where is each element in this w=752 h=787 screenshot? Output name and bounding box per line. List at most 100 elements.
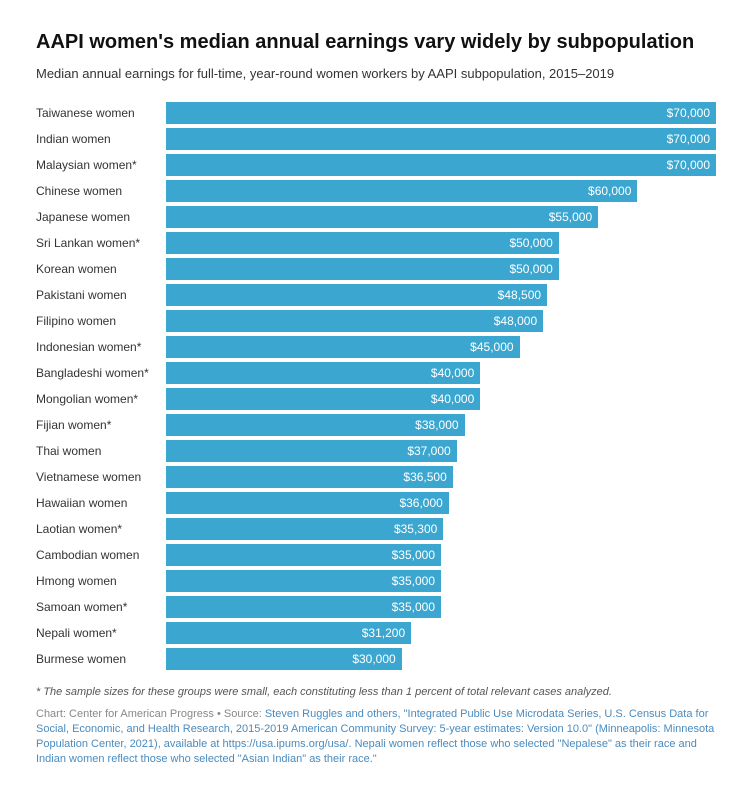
chart-row: Burmese women $30,000 xyxy=(36,647,716,671)
category-label: Indonesian women* xyxy=(36,340,166,354)
category-label: Taiwanese women xyxy=(36,106,166,120)
bar-track: $70,000 xyxy=(166,102,716,124)
bar: $50,000 xyxy=(166,258,559,280)
chart-title: AAPI women's median annual earnings vary… xyxy=(36,30,716,55)
chart-row: Mongolian women* $40,000 xyxy=(36,387,716,411)
category-label: Indian women xyxy=(36,132,166,146)
value-label: $70,000 xyxy=(667,132,710,146)
bar-track: $37,000 xyxy=(166,440,716,462)
bar-track: $48,000 xyxy=(166,310,716,332)
chart-row: Malaysian women*$70,000 xyxy=(36,153,716,177)
bar-track: $40,000 xyxy=(166,388,716,410)
chart-row: Vietnamese women $36,500 xyxy=(36,465,716,489)
bar: $35,000 xyxy=(166,570,441,592)
bar: $30,000 xyxy=(166,648,402,670)
value-label: $36,000 xyxy=(399,496,442,510)
chart-row: Nepali women* $31,200 xyxy=(36,621,716,645)
chart-row: Filipino women $48,000 xyxy=(36,309,716,333)
value-label: $50,000 xyxy=(509,262,552,276)
bar: $36,000 xyxy=(166,492,449,514)
category-label: Korean women xyxy=(36,262,166,276)
chart-row: Fijian women* $38,000 xyxy=(36,413,716,437)
value-label: $70,000 xyxy=(667,106,710,120)
category-label: Mongolian women* xyxy=(36,392,166,406)
category-label: Laotian women* xyxy=(36,522,166,536)
value-label: $30,000 xyxy=(352,652,395,666)
chart-row: Taiwanese women $70,000 xyxy=(36,101,716,125)
bar: $45,000 xyxy=(166,336,520,358)
value-label: $40,000 xyxy=(431,366,474,380)
bar: $35,000 xyxy=(166,596,441,618)
value-label: $35,000 xyxy=(392,600,435,614)
value-label: $31,200 xyxy=(362,626,405,640)
bar-track: $36,000 xyxy=(166,492,716,514)
value-label: $55,000 xyxy=(549,210,592,224)
category-label: Chinese women xyxy=(36,184,166,198)
category-label: Vietnamese women xyxy=(36,470,166,484)
bar-track: $70,000 xyxy=(166,128,716,150)
chart-row: Bangladeshi women*$40,000 xyxy=(36,361,716,385)
bar-track: $50,000 xyxy=(166,232,716,254)
value-label: $35,000 xyxy=(392,548,435,562)
chart-row: Japanese women$55,000 xyxy=(36,205,716,229)
category-label: Samoan women* xyxy=(36,600,166,614)
chart-row: Korean women $50,000 xyxy=(36,257,716,281)
bar-chart: Taiwanese women $70,000 Indian women $70,00… xyxy=(36,101,716,671)
chart-footnote: * The sample sizes for these groups were… xyxy=(36,685,716,700)
value-label: $50,000 xyxy=(509,236,552,250)
bar-track: $35,000 xyxy=(166,570,716,592)
value-label: $45,000 xyxy=(470,340,513,354)
bar: $70,000 xyxy=(166,128,716,150)
chart-row: Pakistani women$48,500 xyxy=(36,283,716,307)
value-label: $60,000 xyxy=(588,184,631,198)
chart-row: Laotian women* $35,300 xyxy=(36,517,716,541)
chart-credits: Chart: Center for American Progress • So… xyxy=(36,707,716,766)
bar-track: $36,500 xyxy=(166,466,716,488)
bar-track: $45,000 xyxy=(166,336,716,358)
bar-track: $31,200 xyxy=(166,622,716,644)
bar: $60,000 xyxy=(166,180,637,202)
bar: $36,500 xyxy=(166,466,453,488)
category-label: Fijian women* xyxy=(36,418,166,432)
chart-row: Thai women$37,000 xyxy=(36,439,716,463)
bar-track: $38,000 xyxy=(166,414,716,436)
chart-row: Samoan women* $35,000 xyxy=(36,595,716,619)
bar-track: $35,300 xyxy=(166,518,716,540)
category-label: Sri Lankan women* xyxy=(36,236,166,250)
value-label: $48,000 xyxy=(494,314,537,328)
credits-prefix: Chart: Center for American Progress • So… xyxy=(36,708,265,720)
category-label: Thai women xyxy=(36,444,166,458)
chart-subtitle: Median annual earnings for full-time, ye… xyxy=(36,65,716,83)
value-label: $38,000 xyxy=(415,418,458,432)
bar-track: $48,500 xyxy=(166,284,716,306)
category-label: Cambodian women xyxy=(36,548,166,562)
value-label: $48,500 xyxy=(498,288,541,302)
bar: $38,000 xyxy=(166,414,465,436)
chart-row: Indian women $70,000 xyxy=(36,127,716,151)
bar-track: $40,000 xyxy=(166,362,716,384)
value-label: $35,300 xyxy=(394,522,437,536)
bar: $48,500 xyxy=(166,284,547,306)
bar: $35,000 xyxy=(166,544,441,566)
bar: $40,000 xyxy=(166,362,480,384)
category-label: Filipino women xyxy=(36,314,166,328)
chart-row: Indonesian women* $45,000 xyxy=(36,335,716,359)
value-label: $40,000 xyxy=(431,392,474,406)
category-label: Hmong women xyxy=(36,574,166,588)
bar: $37,000 xyxy=(166,440,457,462)
bar: $40,000 xyxy=(166,388,480,410)
chart-row: Cambodian women $35,000 xyxy=(36,543,716,567)
chart-row: Sri Lankan women* $50,000 xyxy=(36,231,716,255)
chart-row: Chinese women $60,000 xyxy=(36,179,716,203)
value-label: $36,500 xyxy=(403,470,446,484)
bar-track: $35,000 xyxy=(166,596,716,618)
bar-track: $35,000 xyxy=(166,544,716,566)
bar: $48,000 xyxy=(166,310,543,332)
chart-row: Hawaiian women$36,000 xyxy=(36,491,716,515)
chart-row: Hmong women$35,000 xyxy=(36,569,716,593)
bar-track: $60,000 xyxy=(166,180,716,202)
bar: $55,000 xyxy=(166,206,598,228)
category-label: Burmese women xyxy=(36,652,166,666)
category-label: Nepali women* xyxy=(36,626,166,640)
bar: $31,200 xyxy=(166,622,411,644)
